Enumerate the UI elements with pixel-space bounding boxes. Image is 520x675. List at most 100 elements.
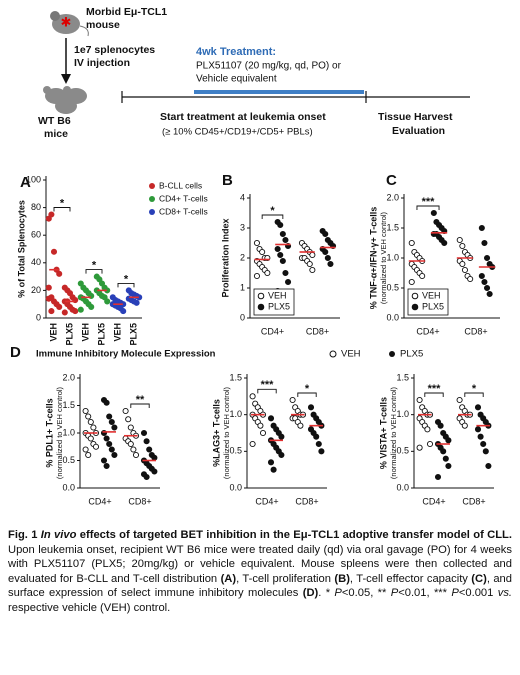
significance-bracket xyxy=(261,214,284,219)
data-point xyxy=(282,269,289,277)
data-point xyxy=(456,236,463,244)
data-point xyxy=(483,254,491,262)
data-point xyxy=(289,396,296,404)
data-point xyxy=(132,451,140,459)
y-tick-label: 0.0 xyxy=(396,482,409,492)
criterion-label: (≥ 10% CD45+/CD19+/CD5+ PBLs) xyxy=(162,127,313,138)
data-point xyxy=(82,407,89,415)
data-point xyxy=(284,278,292,286)
recipient-label: mice xyxy=(44,128,68,140)
data-point xyxy=(264,269,271,277)
data-point xyxy=(278,433,285,440)
significance-bracket xyxy=(257,388,277,394)
y-axis-label: %LAG3+ T-cells xyxy=(211,399,221,467)
recipient-mice xyxy=(43,86,87,114)
donor-label: Morbid Eμ-TCL1 xyxy=(86,6,167,18)
data-point xyxy=(467,275,474,283)
data-point xyxy=(77,306,84,313)
caption-text: <0.05, ** xyxy=(341,587,391,599)
y-tick-label: 1.5 xyxy=(62,400,75,410)
legend-label: PLX5 xyxy=(422,301,444,311)
y-axis-note: (normalized to VEH control) xyxy=(222,386,231,479)
significance-label: ** xyxy=(136,394,145,406)
x-tick-label: CD8+ xyxy=(462,496,485,506)
y-tick-label: 1.5 xyxy=(386,222,399,232)
data-point xyxy=(267,415,275,422)
data-point xyxy=(104,298,111,305)
data-point xyxy=(279,230,286,238)
data-point xyxy=(87,435,94,442)
data-point xyxy=(437,422,444,429)
y-tick-label: 0 xyxy=(240,312,245,322)
significance-label: * xyxy=(472,383,477,395)
data-point xyxy=(322,248,329,256)
y-tick-label: 20 xyxy=(31,285,41,295)
significance-label: *** xyxy=(428,383,442,395)
data-point xyxy=(103,399,110,406)
y-axis-note: (normalized to VEH control) xyxy=(389,386,398,479)
y-tick-label: 0.5 xyxy=(62,455,75,465)
data-point xyxy=(481,239,488,247)
data-point xyxy=(133,299,140,306)
data-point xyxy=(416,444,423,451)
treatment-bar xyxy=(194,90,364,94)
treatment-text: Vehicle equivalent xyxy=(196,74,277,85)
harvest-label: Tissue Harvest xyxy=(378,111,453,123)
x-tick-label: CD4+ xyxy=(422,496,445,506)
significance-bracket xyxy=(297,392,317,397)
injection-label: 1e7 splenocytes xyxy=(74,44,155,56)
significance-bracket xyxy=(53,207,71,212)
x-tick-label: CD4+ xyxy=(88,496,111,506)
data-point xyxy=(282,236,289,244)
significance-bracket xyxy=(85,269,103,274)
panel-letter: B xyxy=(222,172,233,189)
legend-marker xyxy=(257,303,265,311)
x-tick-label: CD4+ xyxy=(261,326,284,336)
y-axis-label: % PDL1+ T-cells xyxy=(44,398,54,467)
treatment-title: 4wk Treatment: xyxy=(196,46,276,58)
significance-bracket xyxy=(424,392,444,397)
x-tick-label: VEH xyxy=(112,323,122,342)
donor-mouse: ✱ xyxy=(50,11,89,37)
legend-label: VEH xyxy=(422,290,441,300)
data-point xyxy=(92,443,100,450)
data-point xyxy=(481,278,488,286)
data-point xyxy=(103,435,110,442)
x-tick-label: VEH xyxy=(48,323,58,342)
data-point xyxy=(127,424,134,431)
donor-label: mouse xyxy=(86,19,120,31)
y-tick-label: 4 xyxy=(240,192,245,202)
data-point xyxy=(130,446,137,453)
caption-text: (A) xyxy=(220,572,237,585)
data-point xyxy=(307,404,315,411)
y-tick-label: 0.5 xyxy=(229,446,242,456)
panel-letter: C xyxy=(386,172,397,189)
figure: ✱ Morbid Eμ-TCL1 mouse 1e7 splenocytes I… xyxy=(10,6,500,506)
y-axis-label: Proliferation Index xyxy=(220,218,230,297)
significance-label: * xyxy=(124,273,129,285)
panel-letter: D xyxy=(10,344,21,361)
significance-bracket xyxy=(464,392,484,397)
data-point xyxy=(146,446,153,453)
data-point xyxy=(87,418,94,426)
legend-marker xyxy=(257,292,265,300)
y-axis-label: % TNF-α+/IFN-γ+ T-cells xyxy=(368,207,378,310)
caption-text: effects of targeted BET inhibition in th… xyxy=(76,529,513,541)
data-point xyxy=(424,426,431,433)
svg-text:✱: ✱ xyxy=(61,14,72,29)
data-point xyxy=(48,308,55,315)
significance-label: * xyxy=(60,197,65,209)
data-point xyxy=(318,448,325,455)
significance-bracket xyxy=(130,403,150,408)
data-point xyxy=(297,422,304,429)
caption-text: In vivo xyxy=(40,529,77,541)
start-label: Start treatment at leukemia onset xyxy=(160,111,326,123)
caption-text: (D) xyxy=(302,587,319,599)
data-point xyxy=(313,433,320,440)
legend-label: B-CLL cells xyxy=(159,180,202,190)
x-tick-label: CD8+ xyxy=(295,496,318,506)
caption-text: <0.01, *** xyxy=(398,587,452,599)
x-tick-label: CD8+ xyxy=(464,326,487,336)
treatment-text: PLX51107 (20 mg/kg, qd, PO) or xyxy=(196,61,342,72)
